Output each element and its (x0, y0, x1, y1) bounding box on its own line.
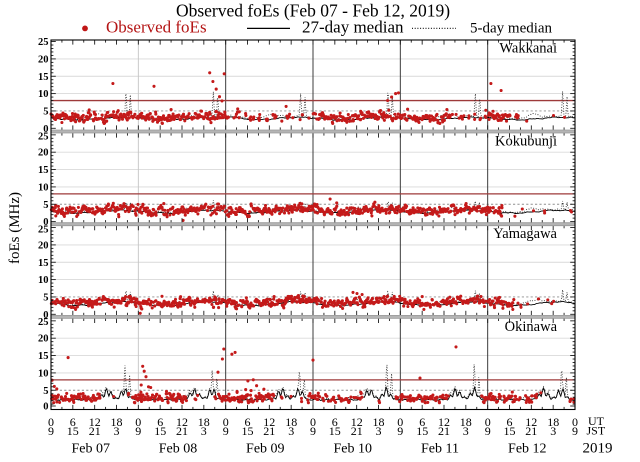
svg-text:20: 20 (38, 54, 49, 65)
svg-text:5: 5 (43, 292, 48, 303)
svg-text:5: 5 (43, 200, 48, 211)
svg-text:21: 21 (525, 424, 537, 438)
svg-text:Observed foEs (Feb 07 - Feb 12: Observed foEs (Feb 07 - Feb 12, 2019) (176, 1, 450, 21)
svg-text:12: 12 (525, 415, 537, 429)
svg-text:10: 10 (38, 182, 49, 193)
svg-text:2019: 2019 (583, 441, 613, 457)
svg-text:Okinawa: Okinawa (505, 319, 558, 335)
svg-text:6: 6 (507, 415, 513, 429)
svg-text:15: 15 (504, 424, 516, 438)
svg-text:0: 0 (572, 415, 578, 429)
svg-text:0: 0 (135, 415, 141, 429)
svg-text:18: 18 (111, 415, 123, 429)
svg-text:3: 3 (201, 424, 207, 438)
svg-text:Feb 08: Feb 08 (159, 442, 198, 457)
svg-text:9: 9 (485, 424, 491, 438)
svg-text:9: 9 (135, 424, 141, 438)
svg-text:0: 0 (48, 415, 54, 429)
svg-text:9: 9 (48, 424, 54, 438)
svg-text:5: 5 (43, 386, 48, 397)
svg-text:10: 10 (38, 275, 49, 286)
svg-text:0: 0 (485, 415, 491, 429)
svg-text:6: 6 (157, 415, 163, 429)
svg-text:6: 6 (332, 415, 338, 429)
svg-text:Feb 09: Feb 09 (246, 442, 285, 457)
svg-text:25: 25 (38, 37, 49, 48)
svg-text:21: 21 (351, 424, 363, 438)
svg-text:15: 15 (154, 424, 166, 438)
svg-text:UT: UT (588, 414, 605, 428)
svg-text:foEs (MHz): foEs (MHz) (7, 192, 23, 264)
svg-text:Feb 11: Feb 11 (421, 442, 459, 457)
svg-text:15: 15 (38, 351, 49, 362)
svg-text:15: 15 (38, 258, 49, 269)
svg-text:15: 15 (416, 424, 428, 438)
svg-text:21: 21 (89, 424, 101, 438)
svg-text:9: 9 (223, 424, 229, 438)
svg-text:0: 0 (223, 415, 229, 429)
svg-text:5-day median: 5-day median (470, 21, 553, 37)
svg-text:0: 0 (397, 415, 403, 429)
svg-text:Feb 10: Feb 10 (333, 442, 372, 457)
svg-text:18: 18 (373, 415, 385, 429)
svg-text:12: 12 (176, 415, 188, 429)
svg-text:Feb 07: Feb 07 (71, 442, 110, 457)
svg-text:12: 12 (263, 415, 275, 429)
svg-text:0: 0 (43, 402, 48, 413)
svg-text:9: 9 (397, 424, 403, 438)
svg-text:18: 18 (547, 415, 559, 429)
svg-text:5: 5 (43, 107, 48, 118)
svg-text:21: 21 (438, 424, 450, 438)
svg-text:Observed foEs: Observed foEs (106, 18, 207, 37)
svg-text:21: 21 (176, 424, 188, 438)
svg-text:0: 0 (43, 217, 48, 228)
svg-text:3: 3 (550, 424, 556, 438)
svg-text:18: 18 (285, 415, 297, 429)
svg-text:0: 0 (43, 310, 48, 321)
svg-text:3: 3 (114, 424, 120, 438)
svg-text:18: 18 (460, 415, 472, 429)
svg-text:15: 15 (329, 424, 341, 438)
svg-text:10: 10 (38, 368, 49, 379)
svg-text:9: 9 (572, 424, 578, 438)
svg-text:25: 25 (38, 317, 49, 328)
svg-text:0: 0 (310, 415, 316, 429)
svg-text:20: 20 (38, 240, 49, 251)
svg-text:6: 6 (419, 415, 425, 429)
svg-text:15: 15 (38, 165, 49, 176)
svg-text:3: 3 (463, 424, 469, 438)
svg-text:20: 20 (38, 148, 49, 159)
svg-text:Feb 12: Feb 12 (508, 442, 547, 457)
svg-text:6: 6 (245, 415, 251, 429)
svg-text:25: 25 (38, 132, 49, 143)
svg-text:15: 15 (242, 424, 254, 438)
svg-text:21: 21 (263, 424, 275, 438)
svg-text:12: 12 (89, 415, 101, 429)
svg-text:10: 10 (38, 89, 49, 100)
svg-text:JST: JST (587, 423, 606, 437)
svg-text:15: 15 (67, 424, 79, 438)
svg-text:18: 18 (198, 415, 210, 429)
svg-text:3: 3 (288, 424, 294, 438)
svg-text:3: 3 (376, 424, 382, 438)
svg-text:9: 9 (310, 424, 316, 438)
svg-text:Wakkanai: Wakkanai (499, 40, 557, 56)
svg-text:15: 15 (38, 72, 49, 83)
svg-text:Kokubunji: Kokubunji (495, 133, 557, 149)
svg-text:25: 25 (38, 224, 49, 235)
svg-text:12: 12 (438, 415, 450, 429)
svg-text:6: 6 (70, 415, 76, 429)
svg-text:12: 12 (351, 415, 363, 429)
svg-text:20: 20 (38, 334, 49, 345)
svg-text:27-day median: 27-day median (302, 18, 404, 37)
svg-text:0: 0 (43, 124, 48, 135)
svg-text:Yamagawa: Yamagawa (493, 226, 557, 242)
